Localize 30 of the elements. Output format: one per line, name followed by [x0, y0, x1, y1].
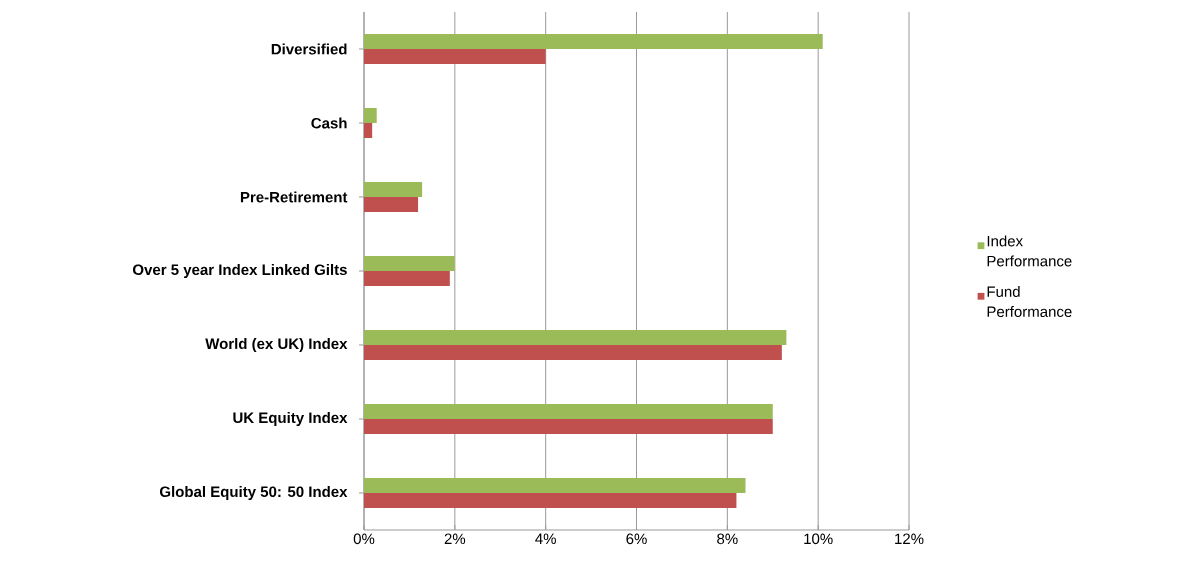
x-tick-label: 0% [353, 533, 375, 545]
x-tick-label: 8% [717, 533, 738, 545]
y-tick-label: Pre-Retirement [240, 191, 348, 203]
bar [364, 271, 450, 286]
x-tick-label: 10% [804, 533, 833, 545]
bar [364, 478, 746, 493]
bar [364, 345, 782, 360]
bar [364, 404, 773, 419]
x-tick-label: 4% [535, 533, 556, 545]
bar [364, 330, 787, 345]
bar [364, 123, 373, 138]
bar [364, 49, 546, 64]
bar [364, 108, 377, 123]
legend-label: Index Performance [987, 235, 1072, 267]
bar [364, 493, 737, 508]
x-tick-label: 6% [626, 533, 647, 545]
bar [364, 34, 823, 49]
bar [364, 419, 773, 434]
y-tick-label: World (ex UK) Index [205, 338, 348, 352]
bar [364, 182, 423, 197]
x-tick-label: 2% [444, 533, 466, 545]
x-tick-label: 12% [895, 533, 924, 545]
y-tick-label: Diversified [271, 43, 347, 55]
bar [364, 256, 455, 271]
y-tick-label: UK Equity Index [233, 412, 348, 426]
legend-label: Fund Performance [987, 285, 1072, 317]
y-tick-label: Over 5 year Index Linked Gilts [133, 264, 347, 278]
bar [364, 197, 419, 212]
y-tick-label: Cash [311, 117, 347, 129]
y-tick-label: Global Equity 50: 50 Index [159, 486, 348, 500]
